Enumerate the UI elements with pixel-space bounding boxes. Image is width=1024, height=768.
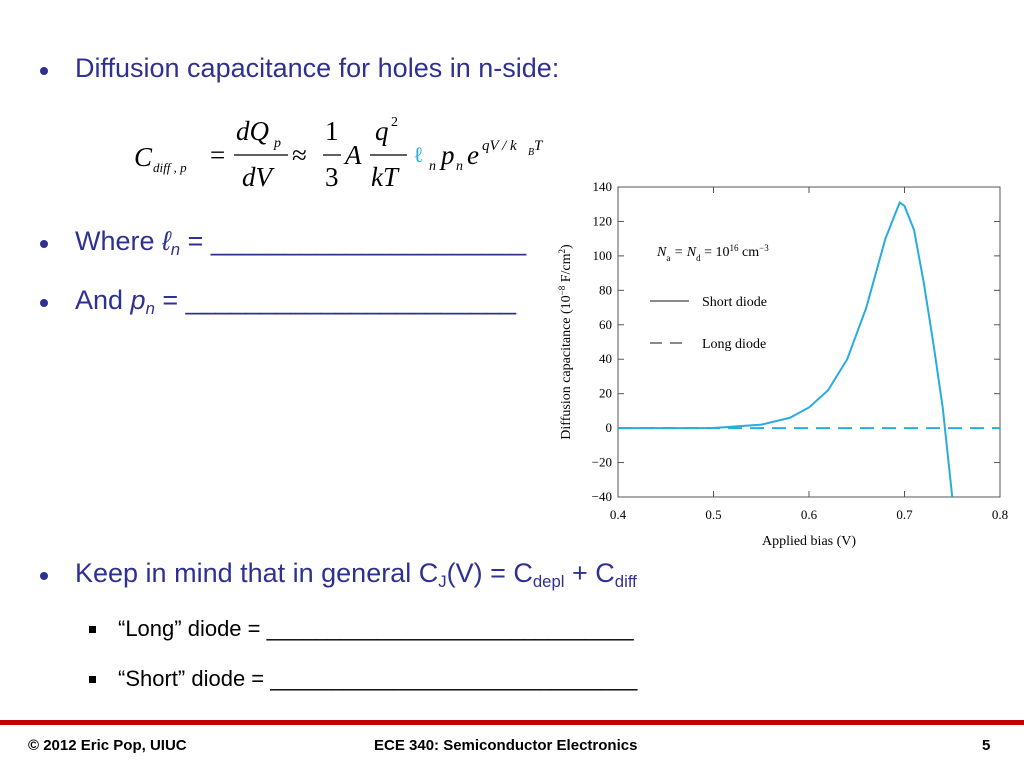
bullet-text: Where ℓn = _____________________ [75,226,526,260]
x-tick-label: 0.5 [705,507,721,522]
y-tick-label: −20 [592,455,612,470]
x-tick-label: 0.6 [801,507,818,522]
bullet-text: Diffusion capacitance for holes in n-sid… [75,53,560,83]
annotation-part: N [656,245,667,260]
eq-text: C [134,142,153,172]
sub-bullet-text: “Short” diode = ________________________… [118,666,638,691]
y-tick-label: 140 [593,179,613,194]
legend-label: Short diode [702,295,767,310]
text: = [180,226,211,256]
eq-text: n [429,159,436,174]
eq-text: diff , p [153,160,187,175]
x-tick-label: 0.4 [610,507,627,522]
eq-text: T [534,138,544,154]
equation: C diff , p = dQ p dV ≈ 1 3 A q 2 kT ℓ n … [134,115,544,192]
annotation: Na = Nd = 1016 cm−3 [656,243,769,263]
footer-right: 5 [982,737,991,754]
label-part: ) [559,244,574,249]
y-tick-label: −40 [592,489,612,504]
eq-text: q [375,116,389,146]
eq-text: p [273,136,281,151]
eq-text: A [343,140,362,170]
plot-frame [617,186,1001,498]
sub-bullet [89,676,96,683]
annotation-part: = N [670,245,696,260]
annotation-part: 16 [730,243,740,253]
sub-bullet-text: “Long” diode = _________________________… [118,616,634,641]
footer-center: ECE 340: Semiconductor Electronics [374,737,638,754]
series-line [617,200,954,498]
x-tick-label: 0.7 [896,507,913,522]
annotation-part: = 10 [701,245,730,260]
y-tick-label: 0 [606,420,613,435]
text: And [75,285,131,315]
text: Where [75,226,163,256]
annotation-part: cm [739,245,760,260]
eq-text: p [439,140,455,170]
eq-text: dQ [236,116,269,146]
eq-text: ℓ [413,142,424,167]
blank: ______________________ [185,285,517,315]
footer-rule [0,720,1024,725]
eq-text: ≈ [292,140,307,170]
eq-text: qV / k [482,138,517,154]
label-part: F/cm [559,253,574,285]
eq-text: 1 [325,116,339,146]
y-axis-label: Diffusion capacitance (10−8 F/cm2) [557,244,574,440]
eq-text: 2 [391,115,398,130]
sub-bullet [89,626,96,633]
eq-text: kT [371,162,400,192]
bullet [40,240,48,248]
text: depl [532,572,565,592]
text: Keep in mind that in general C [75,558,439,588]
y-tick-label: 100 [593,248,613,263]
label-part: Diffusion capacitance (10 [559,295,574,439]
annotation-part: d [696,253,701,263]
label-part: −8 [557,285,567,295]
blank: _____________________ [210,226,527,256]
x-tick-label: 0.8 [992,507,1008,522]
legend-label: Long diode [702,337,766,352]
text: J [438,572,447,592]
y-tick-label: 60 [599,317,612,332]
label-part: 2 [557,249,567,254]
footer-left: © 2012 Eric Pop, UIUC [28,737,187,754]
eq-text: 3 [325,162,339,192]
eq-text: n [456,159,463,174]
x-axis-label: Applied bias (V) [762,534,856,549]
annotation-part: −3 [759,243,769,253]
y-tick-label: 20 [599,386,612,401]
text: n [145,299,155,319]
y-tick-label: 40 [599,351,612,366]
bullet [40,299,48,307]
chart: 0.4 0.5 0.6 0.7 0.8 −40 −20 0 20 40 60 80 100 120 140 A… [557,179,1008,549]
text: n [170,240,181,260]
text: diff [614,572,637,592]
bullet [40,67,48,75]
bullet-text: Keep in mind that in general CJ(V) = Cde… [75,558,637,592]
eq-text: = [210,140,225,170]
text: + C [564,558,615,588]
bullet-text: And pn = ______________________ [75,285,516,319]
y-tick-label: 120 [593,213,613,228]
eq-text: e [467,140,479,170]
text: (V) = C [446,558,533,588]
eq-text: B [528,147,534,158]
y-tick-label: 80 [599,282,612,297]
annotation-part: a [666,253,670,263]
eq-text: dV [242,162,276,192]
bullet [40,572,48,580]
text: p [130,285,146,315]
text: = [154,285,186,315]
text: ℓ [162,226,171,256]
